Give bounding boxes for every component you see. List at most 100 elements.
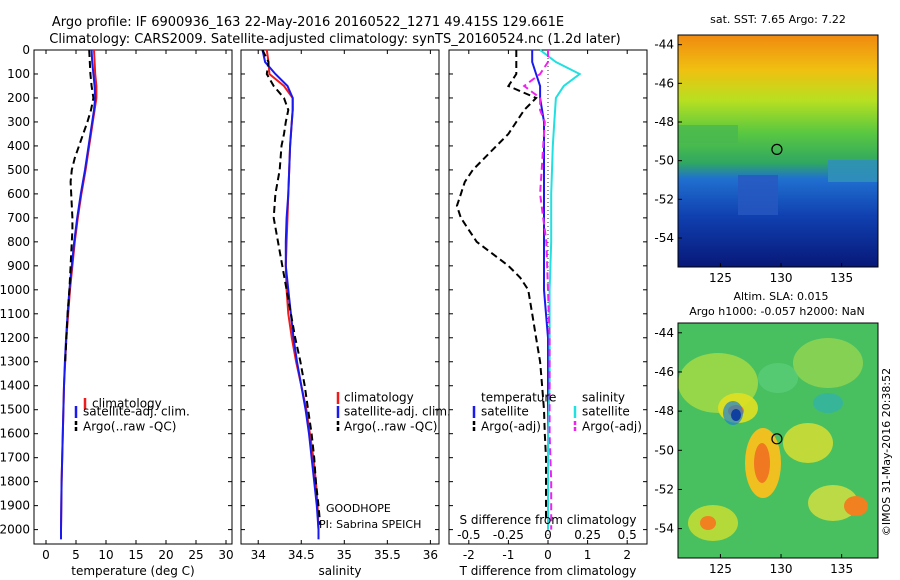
y-tick-label: 1900 bbox=[0, 499, 30, 513]
s-difference-tick-labels: -0.5 -0.25 0 0.25 0.5 bbox=[457, 528, 637, 542]
sla-map-image bbox=[678, 323, 878, 558]
float-program-annotation: GOODHOPE bbox=[326, 502, 391, 515]
temperature-axes-box bbox=[33, 49, 233, 545]
y-tick-label: 1000 bbox=[0, 283, 30, 297]
lat-tick-label: -54 bbox=[654, 522, 674, 536]
salinity-xlabel: salinity bbox=[318, 564, 361, 578]
series-line bbox=[539, 49, 582, 530]
x-tick-label: 0 bbox=[42, 548, 50, 562]
sla-map-subtitle: Argo h1000: -0.057 h2000: NaN bbox=[689, 305, 865, 318]
x-tick-label: 5 bbox=[72, 548, 80, 562]
y-tick-label: 0 bbox=[22, 43, 30, 57]
legend-climatology-label: climatology bbox=[92, 397, 162, 411]
y-tick-label: 1100 bbox=[0, 307, 30, 321]
difference-series bbox=[455, 49, 582, 530]
x-tick-label: 34 bbox=[251, 548, 266, 562]
y-tick-label: 600 bbox=[7, 187, 30, 201]
x-tick-label: 2 bbox=[623, 548, 631, 562]
header-line2: Climatology: CARS2009. Satellite-adjuste… bbox=[49, 32, 621, 47]
series-line bbox=[60, 49, 97, 540]
lat-tick-label: -46 bbox=[654, 365, 674, 379]
lat-tick-label: -54 bbox=[654, 231, 674, 245]
legend-t-argo-label: Argo(-adj) bbox=[481, 420, 541, 434]
y-tick-label: 700 bbox=[7, 211, 30, 225]
series-line bbox=[455, 50, 547, 520]
lat-tick-label: -52 bbox=[654, 192, 674, 206]
lon-tick-label: 135 bbox=[830, 562, 853, 576]
legend-s-argo-label: Argo(-adj) bbox=[582, 420, 642, 434]
series-line bbox=[261, 49, 320, 540]
x-tick-label: 35.5 bbox=[374, 548, 401, 562]
pi-annotation: PI: Sabrina SPEICH bbox=[319, 518, 421, 531]
y-tick-label: 1500 bbox=[0, 403, 30, 417]
sst-map-title: sat. SST: 7.65 Argo: 7.22 bbox=[710, 13, 846, 26]
difference-panel: -2 -1 0 1 2 T difference from climatology S … bbox=[448, 49, 648, 578]
x-tick-label: 1 bbox=[584, 548, 592, 562]
salinity-series bbox=[261, 49, 322, 540]
s-tick-label: 0 bbox=[544, 528, 552, 542]
s-tick-label: -0.25 bbox=[493, 528, 524, 542]
salinity-legend: climatology satellite-adj. clim. Argo(..… bbox=[336, 391, 451, 434]
argo-float-marker bbox=[771, 433, 783, 445]
sst-map-ticks: 125 130 135 -44 -46 -48 -50 -52 -54 bbox=[654, 38, 853, 285]
temperature-series bbox=[60, 49, 98, 540]
y-tick-label: 1300 bbox=[0, 355, 30, 369]
argo-float-marker bbox=[771, 143, 783, 155]
x-tick-label: 0 bbox=[544, 548, 552, 562]
y-tick-label: 200 bbox=[7, 91, 30, 105]
lat-tick-label: -50 bbox=[654, 443, 674, 457]
x-tick-label: 36 bbox=[423, 548, 438, 562]
salinity-ticks: 34 34.5 35 35.5 36 bbox=[241, 49, 439, 562]
lat-tick-label: -44 bbox=[654, 326, 674, 340]
legend-satellite-label: satellite-adj. clim. bbox=[83, 405, 190, 419]
y-tick-label: 300 bbox=[7, 115, 30, 129]
sla-map: Altim. SLA: 0.015 Argo h1000: -0.057 h20… bbox=[654, 290, 879, 576]
lat-tick-label: -48 bbox=[654, 115, 674, 129]
lon-tick-label: 135 bbox=[830, 271, 853, 285]
lat-tick-label: -46 bbox=[654, 76, 674, 90]
y-tick-label: 1400 bbox=[0, 379, 30, 393]
difference-xlabel: T difference from climatology bbox=[459, 564, 637, 578]
x-tick-label: 15 bbox=[128, 548, 143, 562]
salinity-panel: 34 34.5 35 35.5 36 salinity climatology sate… bbox=[240, 49, 451, 578]
legend-argo-label: Argo(..raw -QC) bbox=[344, 420, 437, 434]
series-line bbox=[261, 49, 322, 525]
lon-tick-label: 125 bbox=[709, 562, 732, 576]
lat-tick-label: -44 bbox=[654, 38, 674, 52]
y-tick-label: 1700 bbox=[0, 451, 30, 465]
temperature-legend: climatology satellite-adj. clim. Argo(..… bbox=[74, 397, 190, 434]
imos-credit: ©IMOS 31-May-2016 20:38:52 bbox=[880, 368, 893, 536]
difference-xlabel-top: S difference from climatology bbox=[460, 513, 637, 527]
legend-t-satellite-label: satellite bbox=[481, 405, 529, 419]
y-tick-label: 2000 bbox=[0, 523, 30, 537]
x-tick-label: 25 bbox=[188, 548, 203, 562]
series-line bbox=[522, 50, 553, 530]
sst-map: sat. SST: 7.65 Argo: 7.22 12 bbox=[654, 13, 879, 285]
legend-argo-label: Argo(..raw -QC) bbox=[83, 420, 176, 434]
y-tick-label: 1200 bbox=[0, 331, 30, 345]
legend-temperature-title: temperature bbox=[481, 391, 556, 405]
y-tick-label: 400 bbox=[7, 139, 30, 153]
y-tick-label: 1600 bbox=[0, 427, 30, 441]
x-tick-label: 35 bbox=[337, 548, 352, 562]
sla-map-ticks: 125 130 135 -44 -46 -48 -50 -52 -54 bbox=[654, 326, 853, 576]
s-tick-label: 0.5 bbox=[618, 528, 637, 542]
legend-s-satellite-label: satellite bbox=[582, 405, 630, 419]
temperature-panel: 0 5 10 15 20 25 300100200300400500600700800900… bbox=[0, 43, 234, 578]
y-tick-label: 1800 bbox=[0, 475, 30, 489]
x-tick-label: -2 bbox=[463, 548, 475, 562]
lon-tick-label: 130 bbox=[770, 271, 793, 285]
s-tick-label: 0.25 bbox=[574, 528, 601, 542]
y-tick-label: 900 bbox=[7, 259, 30, 273]
series-line bbox=[64, 49, 95, 362]
y-tick-label: 100 bbox=[7, 67, 30, 81]
legend-satellite-label: satellite-adj. clim. bbox=[344, 405, 451, 419]
x-tick-label: 34.5 bbox=[288, 548, 315, 562]
temperature-xlabel: temperature (deg C) bbox=[71, 564, 194, 578]
difference-legend: temperature satellite Argo(-adj) salinit… bbox=[472, 391, 642, 434]
lat-tick-label: -48 bbox=[654, 404, 674, 418]
y-tick-label: 800 bbox=[7, 235, 30, 249]
y-tick-label: 500 bbox=[7, 163, 30, 177]
x-tick-label: 20 bbox=[158, 548, 173, 562]
